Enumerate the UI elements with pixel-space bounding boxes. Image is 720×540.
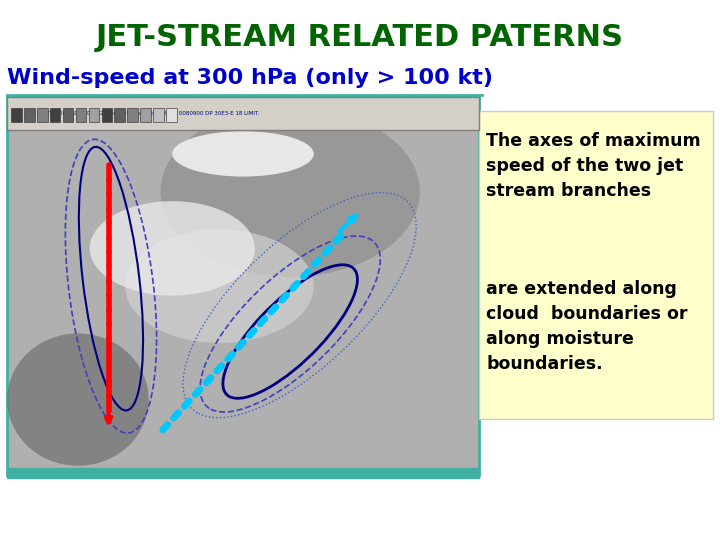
FancyBboxPatch shape <box>7 97 479 130</box>
FancyBboxPatch shape <box>63 108 73 122</box>
FancyBboxPatch shape <box>7 468 479 478</box>
Ellipse shape <box>90 201 255 295</box>
FancyBboxPatch shape <box>7 97 479 475</box>
FancyBboxPatch shape <box>127 108 138 122</box>
FancyBboxPatch shape <box>153 108 164 122</box>
Ellipse shape <box>161 107 420 277</box>
FancyBboxPatch shape <box>11 108 22 122</box>
FancyBboxPatch shape <box>24 108 35 122</box>
FancyBboxPatch shape <box>102 108 112 122</box>
Text: JET-STREAM RELATED PATERNS: JET-STREAM RELATED PATERNS <box>96 23 624 52</box>
FancyBboxPatch shape <box>479 111 713 418</box>
Text: ESIST..TORNADES DP-02 lace_  29 novembre 2004, 0080900 DP 30E3-E 18 LIMIT.: ESIST..TORNADES DP-02 lace_ 29 novembre … <box>37 111 260 116</box>
Ellipse shape <box>125 230 314 343</box>
Ellipse shape <box>7 333 149 465</box>
FancyBboxPatch shape <box>37 108 48 122</box>
FancyBboxPatch shape <box>114 108 125 122</box>
FancyBboxPatch shape <box>140 108 151 122</box>
Text: Wind-speed at 300 hPa (only > 100 kt): Wind-speed at 300 hPa (only > 100 kt) <box>7 68 493 89</box>
Text: The axes of maximum
speed of the two jet
stream branches: The axes of maximum speed of the two jet… <box>486 132 701 200</box>
FancyBboxPatch shape <box>89 108 99 122</box>
FancyBboxPatch shape <box>50 108 60 122</box>
Text: are extended along
cloud  boundaries or
along moisture
boundaries.: are extended along cloud boundaries or a… <box>486 280 688 373</box>
FancyBboxPatch shape <box>76 108 86 122</box>
Ellipse shape <box>172 131 314 177</box>
FancyBboxPatch shape <box>166 108 177 122</box>
